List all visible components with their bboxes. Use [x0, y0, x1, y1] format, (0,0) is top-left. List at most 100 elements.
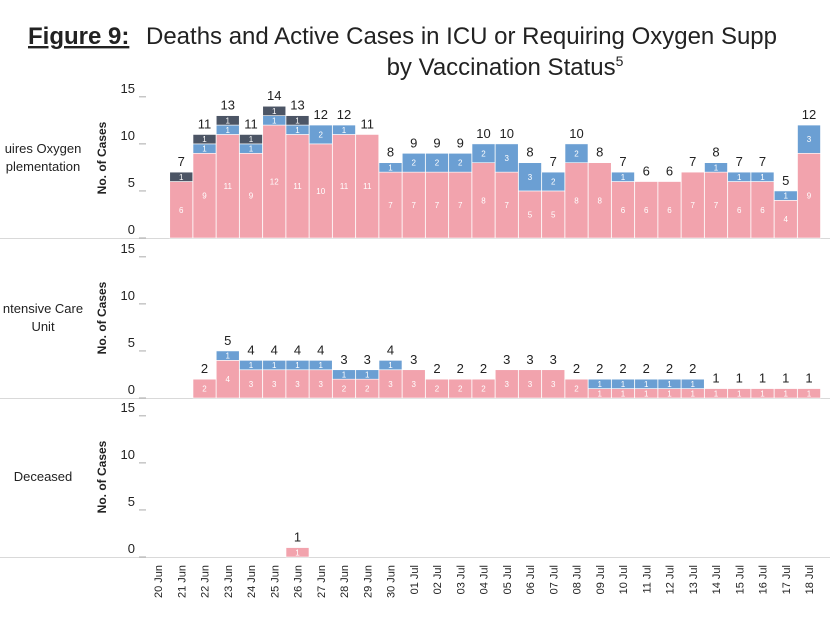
segment-label: 1 — [760, 173, 765, 182]
total-label: 11 — [198, 116, 212, 131]
segment-label: 6 — [179, 206, 184, 215]
segment-label: 1 — [737, 389, 742, 398]
segment-label: 1 — [714, 163, 719, 172]
bar-segment — [378, 360, 403, 371]
total-label: 3 — [503, 352, 510, 367]
segment-label: 1 — [342, 126, 347, 135]
segment-label: 3 — [272, 380, 277, 389]
bar-segment — [494, 143, 519, 173]
total-label: 8 — [712, 145, 719, 160]
x-tick-label: 15 Jul — [734, 565, 746, 594]
segment-label: 3 — [528, 173, 533, 182]
segment-label: 1 — [202, 135, 207, 144]
x-tick-label: 22 Jun — [200, 565, 212, 598]
x-tick-label: 24 Jun — [246, 565, 258, 598]
total-label: 13 — [290, 98, 304, 113]
x-tick-label: 13 Jul — [688, 565, 700, 594]
segment-label: 1 — [714, 389, 719, 398]
total-label: 9 — [433, 135, 440, 150]
y-tick-label: 0 — [128, 222, 135, 237]
segment-label: 7 — [505, 201, 510, 210]
x-tick-label: 06 Jul — [525, 565, 537, 594]
segment-label: 11 — [340, 182, 349, 191]
total-label: 3 — [340, 352, 347, 367]
y-tick-label: 5 — [128, 494, 135, 509]
total-label: 2 — [201, 361, 208, 376]
segment-label: 2 — [435, 159, 440, 168]
total-label: 4 — [271, 342, 278, 357]
segment-label: 11 — [363, 182, 372, 191]
y-tick-label: 5 — [128, 335, 135, 350]
segment-label: 2 — [319, 130, 324, 139]
total-label: 1 — [805, 371, 812, 386]
segment-label: 1 — [760, 389, 765, 398]
segment-label: 2 — [551, 178, 556, 187]
total-label: 4 — [294, 342, 301, 357]
segment-label: 2 — [481, 385, 486, 394]
segment-label: 6 — [760, 206, 765, 215]
bar-segment — [611, 171, 635, 182]
segment-label: 3 — [505, 154, 510, 163]
total-label: 12 — [314, 107, 328, 122]
total-label: 1 — [782, 371, 789, 386]
chart-title: Deaths and Active Cases in ICU or Requir… — [146, 23, 777, 50]
y-tick-label: 5 — [128, 175, 135, 190]
bar-segment — [215, 115, 240, 126]
total-label: 1 — [294, 530, 301, 545]
total-label: 2 — [596, 361, 603, 376]
segment-label: 1 — [388, 361, 393, 370]
segment-label: 1 — [737, 173, 742, 182]
total-label: 13 — [221, 98, 235, 113]
segment-label: 8 — [574, 196, 579, 205]
segment-label: 3 — [505, 380, 510, 389]
bar-segment — [215, 350, 240, 361]
segment-label: 1 — [295, 361, 300, 370]
segment-label: 7 — [412, 201, 417, 210]
total-label: 3 — [364, 352, 371, 367]
total-label: 2 — [480, 361, 487, 376]
x-tick-label: 18 Jul — [804, 565, 816, 594]
segment-label: 1 — [598, 380, 603, 389]
total-label: 2 — [433, 361, 440, 376]
bar-segment — [797, 388, 821, 399]
total-label: 1 — [736, 371, 743, 386]
segment-label: 1 — [179, 173, 184, 182]
segment-label: 1 — [272, 116, 277, 125]
segment-label: 5 — [551, 210, 556, 219]
x-tick-label: 20 Jun — [153, 565, 165, 598]
total-label: 1 — [712, 371, 719, 386]
y-axis-label: No. of Cases — [95, 281, 109, 354]
total-label: 12 — [802, 107, 816, 122]
x-tick-label: 12 Jul — [665, 565, 677, 594]
segment-label: 1 — [667, 380, 672, 389]
segment-label: 6 — [644, 206, 649, 215]
total-label: 7 — [178, 154, 185, 169]
x-tick-label: 27 Jun — [316, 565, 328, 598]
x-tick-label: 03 Jul — [455, 565, 467, 594]
x-tick-label: 02 Jul — [432, 565, 444, 594]
x-tick-label: 14 Jul — [711, 565, 723, 594]
total-label: 7 — [759, 154, 766, 169]
total-label: 2 — [666, 361, 673, 376]
y-axis-label: No. of Cases — [95, 440, 109, 513]
row-label: ntensive Care — [3, 301, 83, 316]
segment-label: 1 — [319, 361, 324, 370]
segment-label: 1 — [202, 145, 207, 154]
total-label: 2 — [573, 361, 580, 376]
segment-label: 3 — [551, 380, 556, 389]
segment-label: 1 — [226, 116, 231, 125]
subtitle-text: by Vaccination Status — [387, 54, 616, 81]
total-label: 7 — [689, 154, 696, 169]
x-tick-label: 01 Jul — [409, 565, 421, 594]
segment-label: 2 — [574, 385, 579, 394]
total-label: 7 — [619, 154, 626, 169]
x-tick-label: 07 Jul — [548, 565, 560, 594]
total-label: 9 — [457, 135, 464, 150]
total-label: 1 — [759, 371, 766, 386]
total-label: 4 — [317, 342, 324, 357]
row-label: uires Oxygen — [5, 141, 82, 156]
total-label: 2 — [643, 361, 650, 376]
segment-label: 3 — [295, 380, 300, 389]
